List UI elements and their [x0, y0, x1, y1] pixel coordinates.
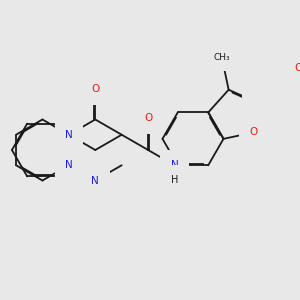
Text: N: N: [92, 176, 99, 185]
Text: N: N: [65, 160, 73, 170]
Text: N: N: [65, 130, 73, 140]
Text: O: O: [91, 84, 99, 94]
Text: O: O: [249, 128, 257, 137]
Text: CH₃: CH₃: [214, 53, 230, 62]
Text: H: H: [171, 175, 178, 185]
Text: N: N: [171, 160, 178, 170]
Text: O: O: [294, 63, 300, 73]
Text: O: O: [144, 113, 152, 123]
